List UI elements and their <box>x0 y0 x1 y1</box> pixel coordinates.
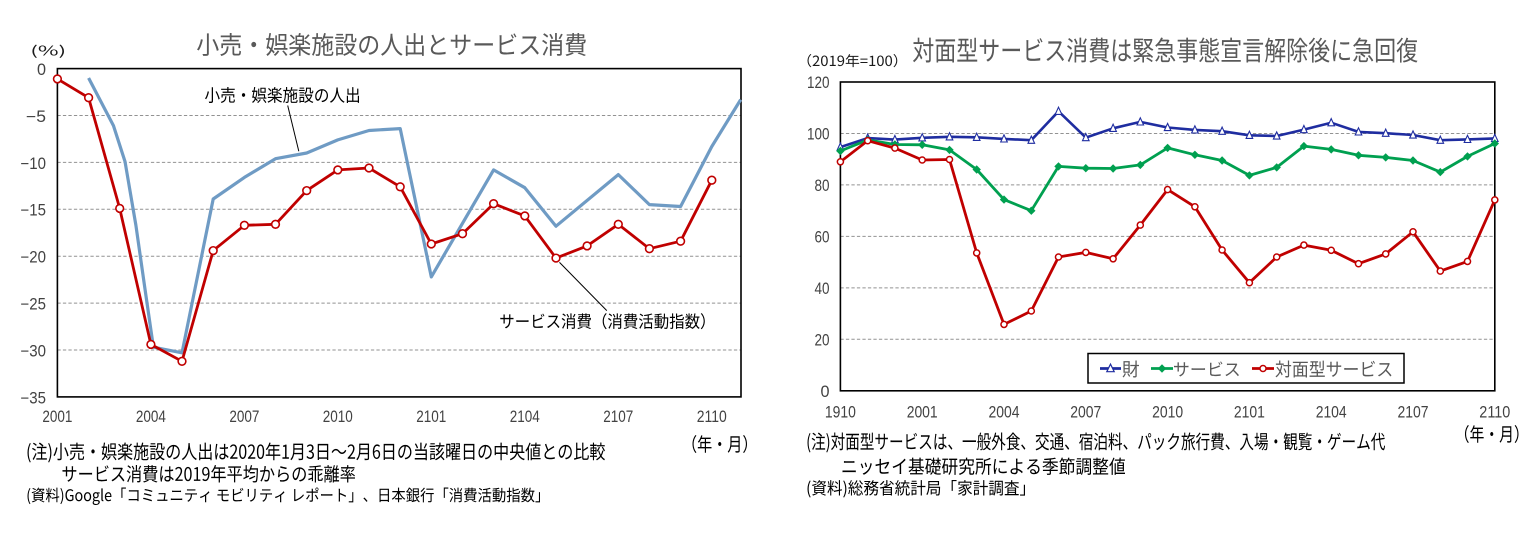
svg-text:20: 20 <box>815 331 830 349</box>
svg-text:−10: −10 <box>21 155 47 173</box>
svg-text:2001: 2001 <box>42 408 72 426</box>
svg-text:0: 0 <box>820 383 829 401</box>
svg-text:2101: 2101 <box>416 408 446 426</box>
svg-text:2110: 2110 <box>697 408 727 426</box>
svg-text:−25: −25 <box>21 296 47 314</box>
svg-text:1910: 1910 <box>825 403 856 421</box>
svg-text:2110: 2110 <box>1479 403 1510 421</box>
svg-text:−5: −5 <box>26 108 46 126</box>
svg-text:2107: 2107 <box>1398 403 1429 421</box>
svg-text:2004: 2004 <box>136 408 166 426</box>
svg-text:2104: 2104 <box>510 408 540 426</box>
svg-text:2010: 2010 <box>1152 403 1183 421</box>
svg-text:60: 60 <box>815 228 830 246</box>
svg-text:2001: 2001 <box>907 403 938 421</box>
svg-text:−35: −35 <box>21 389 47 407</box>
svg-text:2107: 2107 <box>603 408 633 426</box>
svg-text:−20: −20 <box>21 249 47 267</box>
svg-text:120: 120 <box>807 74 830 92</box>
svg-text:2104: 2104 <box>1316 403 1347 421</box>
svg-text:40: 40 <box>815 280 830 298</box>
svg-text:100: 100 <box>807 126 830 144</box>
svg-text:80: 80 <box>815 177 830 195</box>
svg-text:−30: −30 <box>21 342 47 360</box>
svg-text:2007: 2007 <box>229 408 259 426</box>
svg-text:2101: 2101 <box>1234 403 1265 421</box>
svg-text:0: 0 <box>37 61 46 79</box>
svg-text:2004: 2004 <box>989 403 1020 421</box>
svg-text:−15: −15 <box>21 202 47 220</box>
svg-text:2007: 2007 <box>1070 403 1101 421</box>
svg-text:2010: 2010 <box>323 408 353 426</box>
